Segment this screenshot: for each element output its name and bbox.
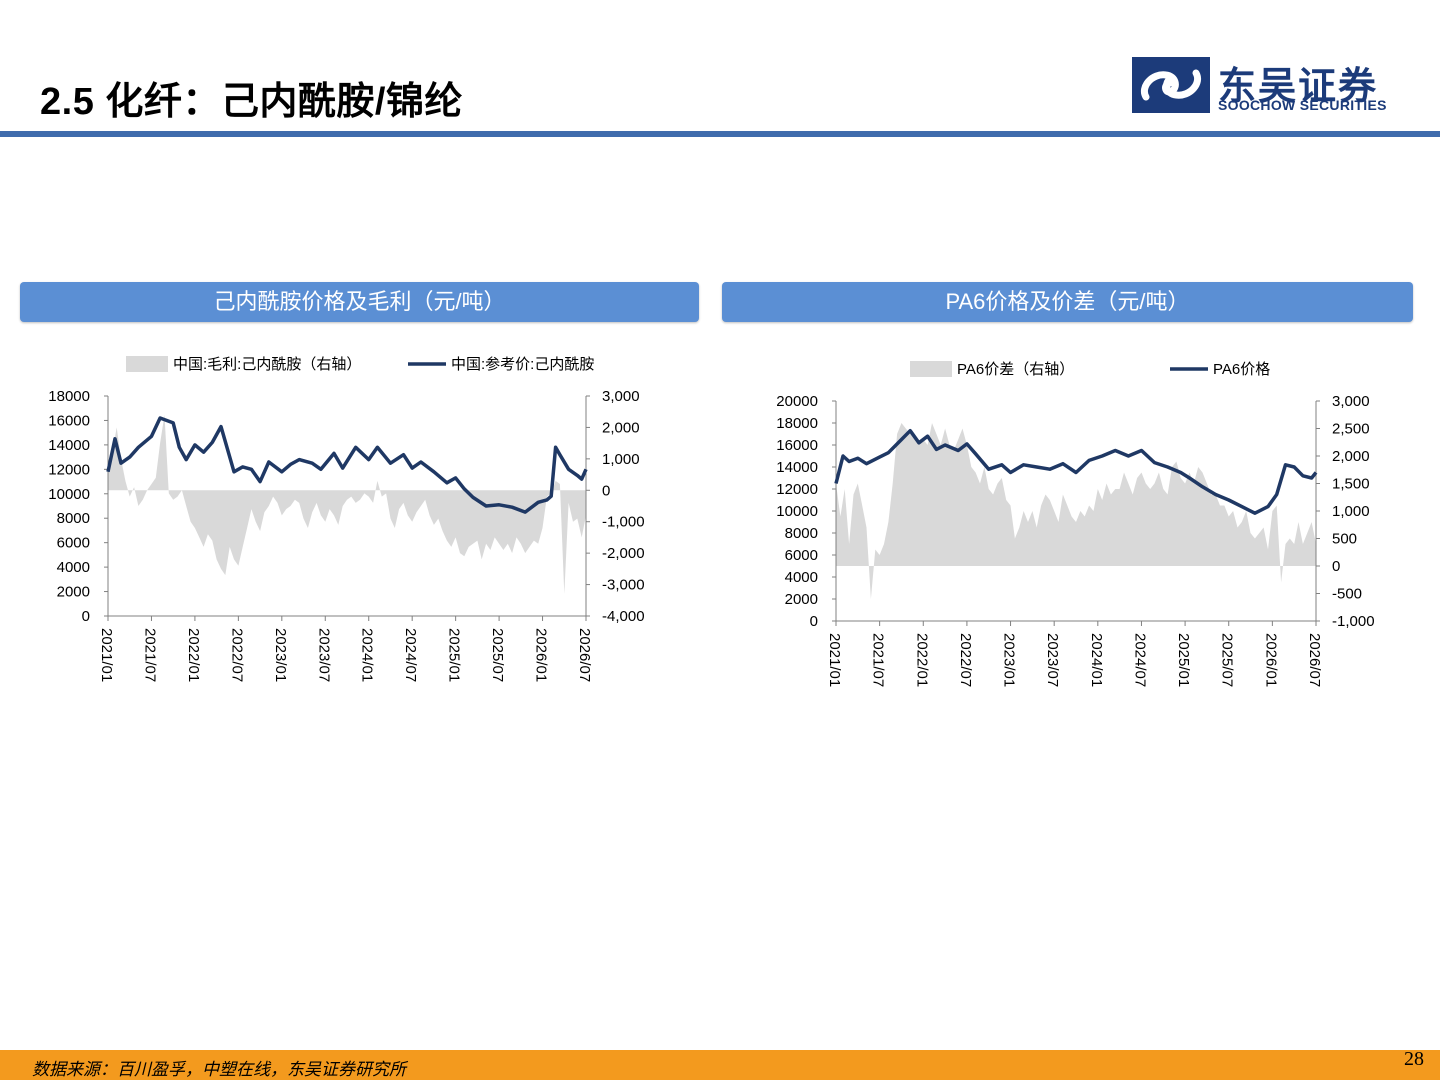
left-axis-tick-label: 6000	[785, 547, 818, 564]
x-axis-tick-label: 2024/01	[1088, 633, 1105, 687]
x-axis-tick-label: 2024/01	[359, 628, 376, 682]
left-axis-tick-label: 6000	[57, 535, 90, 552]
right-axis-tick-label: 2,000	[1332, 448, 1370, 465]
left-axis-tick-label: 12000	[48, 461, 90, 478]
series-area-spread	[836, 423, 1316, 599]
right-axis-tick-label: 2,000	[602, 419, 640, 436]
left-axis-tick-label: 2000	[57, 584, 90, 601]
x-axis-tick-label: 2023/07	[1044, 633, 1061, 687]
x-axis-tick-label: 2025/07	[489, 628, 506, 682]
x-axis-tick-label: 2023/01	[1001, 633, 1018, 687]
left-axis-tick-label: 8000	[57, 510, 90, 527]
legend-swatch-area	[910, 361, 952, 377]
chart-pa6-price-spread: PA6价差（右轴） PA6价格 0 2000 4000 6000 8000 10000 1200…	[776, 361, 1375, 687]
left-axis-tick-label: 16000	[776, 437, 818, 454]
right-axis-tick-label: -1,000	[1332, 613, 1375, 630]
right-axis-tick-label: 500	[1332, 531, 1357, 548]
x-axis-tick-label: 2024/07	[402, 628, 419, 682]
right-axis-tick-label: 3,000	[1332, 393, 1370, 410]
soochow-logo-icon	[1132, 57, 1210, 113]
x-axis-tick-label: 2023/07	[315, 628, 332, 682]
x-axis-tick-label: 2023/01	[272, 628, 289, 682]
x-axis-tick-label: 2026/07	[1306, 633, 1323, 687]
logo-name-en: SOOCHOW SECURITIES	[1218, 97, 1387, 113]
x-axis-tick-label: 2021/07	[870, 633, 887, 687]
logo-name-cn: 东吴证券	[1218, 66, 1379, 108]
right-axis-tick-label: -500	[1332, 586, 1362, 603]
x-axis-tick-label: 2022/07	[228, 628, 245, 682]
left-axis-tick-label: 16000	[48, 412, 90, 429]
panel-title-pa6: PA6价格及价差（元/吨）	[722, 282, 1413, 322]
right-axis-tick-label: 1,500	[1332, 476, 1370, 493]
right-axis-tick-label: -2,000	[602, 545, 645, 562]
left-axis-tick-label: 14000	[48, 437, 90, 454]
x-axis-tick-label: 2021/01	[98, 628, 115, 682]
left-axis-tick-label: 10000	[48, 486, 90, 503]
left-axis-tick-label: 18000	[776, 415, 818, 432]
x-axis-tick-label: 2022/01	[185, 628, 202, 682]
company-logo: 东吴证券 SOOCHOW SECURITIES	[1132, 57, 1412, 117]
page-title: 2.5 化纤：己内酰胺/锦纶	[40, 81, 463, 123]
left-axis-tick-label: 4000	[785, 569, 818, 586]
data-source-note: 数据来源：百川盈孚，中塑在线，东吴证券研究所	[32, 1060, 406, 1079]
legend-label-area: PA6价差（右轴）	[957, 361, 1074, 378]
chart-caprolactam-price-margin: 中国:毛利:己内酰胺（右轴） 中国:参考价:己内酰胺 0 2000 4000 6000 80…	[48, 356, 645, 682]
left-axis-tick-label: 2000	[785, 591, 818, 608]
right-axis-tick-label: 0	[1332, 558, 1340, 575]
right-axis-tick-label: 2,500	[1332, 421, 1370, 438]
right-axis-tick-label: 3,000	[602, 388, 640, 405]
right-axis-tick-label: -4,000	[602, 608, 645, 625]
legend-label-area: 中国:毛利:己内酰胺（右轴）	[173, 356, 361, 373]
legend-swatch-area	[126, 356, 168, 372]
series-line-caprolactam-price	[106, 416, 588, 514]
page-number: 28	[1404, 1048, 1424, 1070]
footer-bar: 数据来源：百川盈孚，中塑在线，东吴证券研究所	[0, 1050, 1440, 1080]
x-axis-tick-label: 2026/01	[533, 628, 550, 682]
x-axis-tick-label: 2024/07	[1131, 633, 1148, 687]
left-axis-tick-label: 10000	[776, 503, 818, 520]
x-axis-tick-label: 2025/01	[446, 628, 463, 682]
left-axis-tick-label: 14000	[776, 459, 818, 476]
legend-label-line: 中国:参考价:己内酰胺	[451, 356, 594, 373]
x-axis-tick-label: 2026/07	[576, 628, 593, 682]
series-line-pa6-price	[834, 428, 1318, 515]
right-axis-tick-label: 0	[602, 482, 610, 499]
x-axis-tick-label: 2022/07	[957, 633, 974, 687]
x-axis-tick-label: 2026/01	[1262, 633, 1279, 687]
x-axis-tick-label: 2025/07	[1219, 633, 1236, 687]
left-axis-tick-label: 20000	[776, 393, 818, 410]
header-divider	[0, 131, 1440, 137]
left-axis-tick-label: 0	[82, 608, 90, 625]
left-axis-tick-label: 0	[810, 613, 818, 630]
panel-title-caprolactam: 己内酰胺价格及毛利（元/吨）	[20, 282, 699, 322]
legend-label-line: PA6价格	[1213, 361, 1270, 378]
left-axis-tick-label: 4000	[57, 559, 90, 576]
x-axis-tick-label: 2021/07	[141, 628, 158, 682]
right-axis-tick-label: 1,000	[1332, 503, 1370, 520]
x-axis-tick-label: 2021/01	[826, 633, 843, 687]
series-area-margin	[108, 414, 586, 594]
right-axis-tick-label: -3,000	[602, 577, 645, 594]
right-axis-tick-label: 1,000	[602, 451, 640, 468]
left-axis-tick-label: 12000	[776, 481, 818, 498]
right-axis-tick-label: -1,000	[602, 514, 645, 531]
left-axis-tick-label: 18000	[48, 388, 90, 405]
x-axis-tick-label: 2025/01	[1175, 633, 1192, 687]
left-axis-tick-label: 8000	[785, 525, 818, 542]
x-axis-tick-label: 2022/01	[913, 633, 930, 687]
